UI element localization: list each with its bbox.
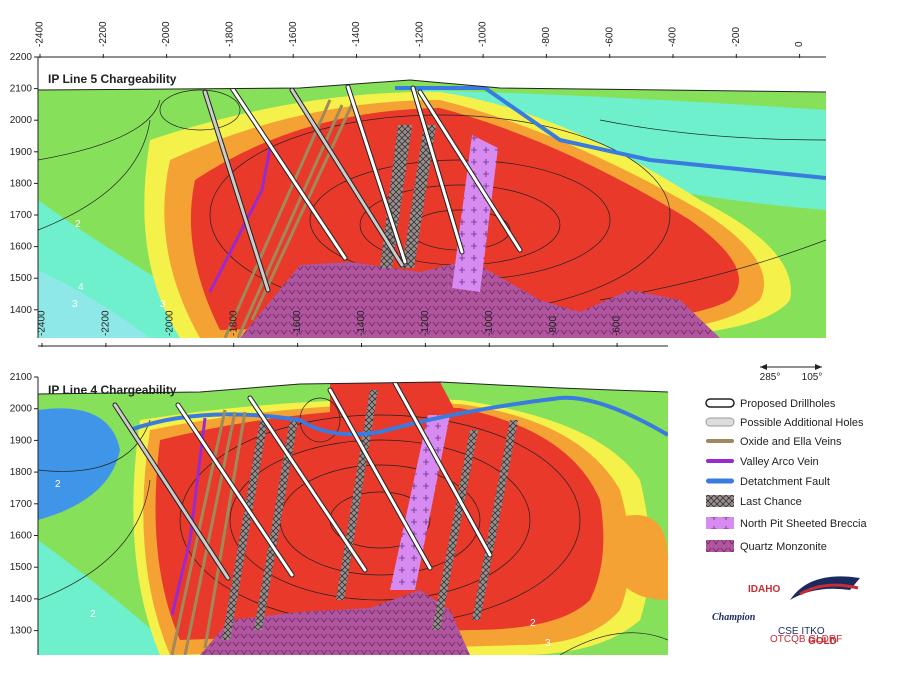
logo-bottom: GOLD [808,636,837,647]
x-tick-label: -600 [604,27,615,47]
y-tick-label: 1900 [10,435,33,446]
panel-title: IP Line 4 Chargeability [48,383,177,397]
swatch [706,459,734,463]
x-tick-label: -600 [612,316,623,336]
x-tick-label: -2400 [35,21,46,47]
x-tick-label: -1200 [420,310,431,336]
legend-label: Valley Arco Vein [740,456,819,468]
surface-2 [37,381,669,395]
panel-title: IP Line 5 Chargeability [48,72,177,86]
x-tick-label: -400 [668,27,679,47]
axes [37,56,826,655]
logo-line2: OTCQB GLDRF [770,634,842,645]
x-tick-label: 0 [794,41,805,47]
logo-line1: CSE ITKO [778,626,825,637]
x-tick-label: -2200 [101,310,112,336]
y-tick-label: 2100 [10,84,33,95]
y-tick-label: 1800 [10,178,33,189]
swatch [706,439,734,443]
legend-item: Valley Arco Vein [706,456,819,468]
swatch [705,398,735,408]
legend-label: Oxide and Ella Veins [740,436,842,448]
y-tick-label: 1800 [10,467,33,478]
y-tick-label: 1600 [10,242,33,253]
swatch [706,495,734,507]
orientation: 285° 105° [760,364,823,383]
legend-item: Proposed Drillholes [705,398,836,410]
legend-item: Possible Additional Holes [705,417,864,429]
x-tick-label: -2000 [161,21,172,47]
y-tick-label: 1600 [10,531,33,542]
y-tick-label: 1500 [10,273,33,284]
swatch [706,540,734,552]
y-tick-label: 1700 [10,210,33,221]
y-tick-label: 2000 [10,115,33,126]
x-tick-label: -1000 [484,310,495,336]
x-tick-label: -200 [731,27,742,47]
legend-label: North Pit Sheeted Breccia [740,518,867,530]
legend-label: Detatchment Fault [740,476,830,488]
legend-item: Quartz Monzonite [706,540,827,553]
y-tick-label: 1500 [10,562,33,573]
tick-labels: IP Line 5 Chargeability-2400 -2200 -2000 -1… [10,21,805,649]
contour-label: 3 [72,299,78,310]
legend-label: Proposed Drillholes [740,398,836,410]
x-tick-label: -1800 [225,21,236,47]
logo: IDAHO Champion GOLD CSE ITKO OTCQB GLDRF [712,576,860,647]
section-2 [38,382,668,655]
logo-main: Champion [712,612,756,623]
x-tick-label: -1800 [228,310,239,336]
x-tick-label: -800 [548,316,559,336]
swatch [706,517,734,529]
legend-item: North Pit Sheeted Breccia [706,517,867,530]
legend-item: Last Chance [706,495,802,508]
orientation-left: 285° [760,372,781,383]
legend-label: Possible Additional Holes [740,417,864,429]
y-tick-label: 2200 [10,52,33,63]
surface-1 [37,79,827,93]
x-tick-label: -1400 [351,21,362,47]
y-tick-label: 1400 [10,305,33,316]
y-tick-label: 1300 [10,626,33,637]
orientation-right: 105° [802,372,823,383]
contour-label: 2 [75,219,81,230]
legend-item: Oxide and Ella Veins [706,436,842,448]
x-tick-label: -1600 [292,310,303,336]
y-tick-label: 2100 [10,372,33,383]
y-tick-label: 2000 [10,404,33,415]
legend: Proposed Drillholes Possible Additional H… [705,398,867,553]
x-tick-label: -1000 [478,21,489,47]
contour-label: 3 [545,638,551,649]
contour-label: 3 [160,299,166,310]
swatch [705,417,735,427]
contour-label: 2 [90,609,96,620]
x-tick-label: -800 [541,27,552,47]
contour-label: 2 [55,479,61,490]
contour-label: 2 [530,618,536,629]
x-tick-label: -2000 [164,310,175,336]
section-1 [38,80,826,338]
y-tick-label: 1400 [10,594,33,605]
legend-label: Quartz Monzonite [740,541,827,553]
legend-label: Last Chance [740,496,802,508]
legend-item: Detatchment Fault [706,476,830,488]
x-tick-label: -1200 [414,21,425,47]
logo-top: IDAHO [748,584,780,595]
x-tick-label: -2400 [37,310,48,336]
x-tick-label: -2200 [98,21,109,47]
y-tick-label: 1700 [10,499,33,510]
x-tick-label: -1600 [288,21,299,47]
x-tick-label: -1400 [356,310,367,336]
swatch [706,478,734,484]
contour-label: 4 [78,282,84,293]
y-tick-label: 1900 [10,147,33,158]
